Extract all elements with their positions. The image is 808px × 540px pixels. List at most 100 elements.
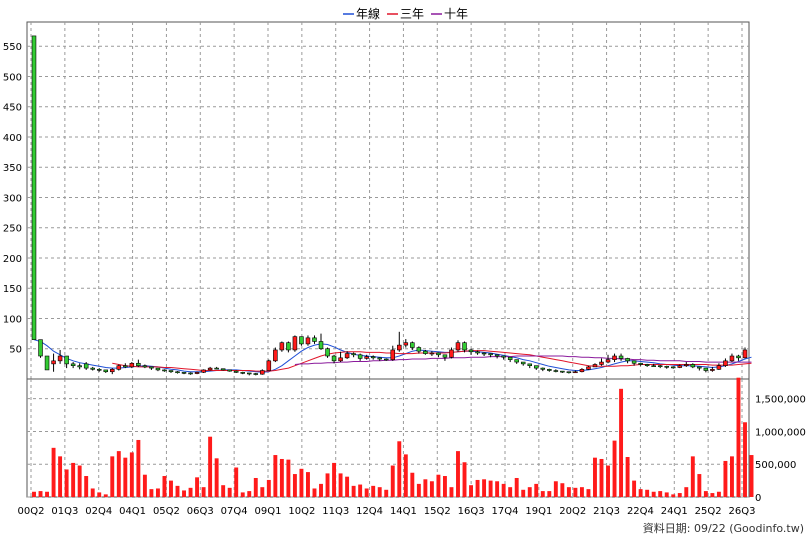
volume-bar bbox=[142, 474, 147, 497]
volume-bar bbox=[573, 487, 578, 497]
candle-up bbox=[631, 360, 637, 364]
volume-bars bbox=[32, 377, 754, 497]
x-tick-label: 20Q2 bbox=[559, 506, 586, 517]
candle-up bbox=[351, 353, 356, 356]
candle-up bbox=[540, 367, 546, 370]
volume-bar bbox=[632, 480, 637, 497]
volume-bar bbox=[658, 491, 663, 497]
candle-down bbox=[723, 360, 728, 366]
candle-up bbox=[423, 350, 428, 354]
price-y-tick-label: 500 bbox=[3, 72, 22, 83]
candle-up bbox=[247, 372, 252, 375]
candle-up bbox=[468, 349, 474, 353]
x-tick-label: 06Q3 bbox=[187, 506, 214, 517]
volume-bar bbox=[586, 489, 591, 497]
candle-down bbox=[292, 336, 298, 351]
ma-10y-line bbox=[294, 355, 752, 365]
candle-up bbox=[214, 367, 219, 370]
candle-up bbox=[123, 365, 128, 368]
volume-bar bbox=[625, 457, 630, 497]
candle-up bbox=[736, 355, 741, 359]
volume-bar bbox=[332, 462, 337, 497]
volume-bar bbox=[534, 483, 539, 497]
volume-bar bbox=[716, 491, 721, 497]
volume-bar bbox=[64, 469, 69, 497]
volume-y-tick-label: 500,000 bbox=[755, 460, 796, 471]
candle-up bbox=[83, 363, 89, 369]
volume-bar bbox=[697, 474, 702, 497]
candle-up bbox=[560, 370, 565, 373]
candle-down bbox=[279, 342, 285, 351]
x-tick-label: 24Q1 bbox=[661, 506, 688, 517]
candle-up bbox=[318, 341, 324, 350]
x-tick-label: 05Q2 bbox=[153, 506, 180, 517]
volume-bar bbox=[593, 457, 597, 497]
volume-bar bbox=[495, 481, 500, 497]
x-axis: 00Q2 01Q3 02Q4 04Q1 05Q2 06Q3 07Q4 09Q1 10Q2 11Q3… bbox=[18, 506, 756, 517]
data-date-credit: 資料日期: 09/22 (Goodinfo.tw) bbox=[643, 521, 804, 535]
candle-up bbox=[357, 354, 363, 359]
x-tick-label: 11Q3 bbox=[322, 506, 349, 517]
candle-up bbox=[462, 342, 467, 351]
volume-bar bbox=[501, 483, 506, 497]
candle-down bbox=[273, 349, 278, 362]
volume-bar bbox=[90, 488, 95, 497]
price-y-tick-label: 450 bbox=[3, 103, 22, 114]
candle-down bbox=[573, 371, 578, 374]
price-y-tick-label: 400 bbox=[3, 133, 22, 144]
candle-down bbox=[612, 355, 617, 360]
price-y-axis: 50 100 150 200 250 300 350 400 450 500 550 bbox=[3, 42, 22, 356]
volume-bar bbox=[384, 489, 389, 497]
x-tick-label: 21Q3 bbox=[593, 506, 620, 517]
candle-up bbox=[553, 370, 559, 372]
candle-down bbox=[338, 357, 343, 362]
candle-down bbox=[716, 365, 722, 370]
volume-bar bbox=[136, 439, 141, 497]
candle-up bbox=[547, 369, 552, 371]
legend-label-year: 年線 bbox=[356, 6, 380, 21]
volume-bar bbox=[266, 479, 271, 497]
candle-down bbox=[116, 365, 122, 370]
volume-bar bbox=[599, 458, 604, 497]
candle-up bbox=[436, 352, 441, 356]
volume-bar bbox=[469, 485, 473, 497]
volume-bar bbox=[651, 491, 656, 497]
candle-up bbox=[383, 358, 389, 361]
price-y-tick-label: 50 bbox=[9, 345, 22, 356]
volume-bar bbox=[488, 480, 493, 497]
volume-bar bbox=[32, 491, 36, 497]
volume-bar bbox=[703, 491, 708, 497]
x-tick-label: 16Q3 bbox=[458, 506, 485, 517]
volume-y-axis: 0 500,000 1,000,000 1,500,000 bbox=[755, 395, 806, 504]
volume-bar bbox=[51, 447, 56, 497]
candle-up bbox=[325, 348, 330, 357]
x-tick-label: 10Q2 bbox=[288, 506, 315, 517]
volume-bar bbox=[508, 487, 513, 497]
volume-bar bbox=[606, 465, 610, 497]
volume-bar bbox=[351, 485, 356, 497]
candle-up bbox=[527, 363, 533, 366]
volume-bar bbox=[188, 487, 193, 497]
x-tick-label: 01Q3 bbox=[51, 506, 78, 517]
candle-up bbox=[644, 364, 650, 366]
volume-bar bbox=[521, 489, 526, 497]
candle-up bbox=[501, 355, 506, 358]
candle-down bbox=[260, 370, 265, 375]
candle-up bbox=[70, 363, 76, 366]
volume-bar bbox=[201, 487, 206, 497]
price-y-tick-label: 100 bbox=[3, 314, 22, 325]
volume-bar bbox=[475, 479, 480, 497]
volume-bar bbox=[462, 462, 467, 497]
candle-up bbox=[38, 339, 43, 357]
volume-bar bbox=[45, 491, 50, 497]
volume-bar bbox=[566, 487, 571, 497]
candle-down bbox=[403, 342, 409, 346]
candle-up bbox=[651, 365, 656, 367]
volume-bar bbox=[116, 451, 121, 497]
candle-up bbox=[181, 372, 187, 374]
volume-bar bbox=[155, 488, 160, 497]
price-panel: 50 100 150 200 250 300 350 400 450 500 550 bbox=[3, 21, 752, 380]
x-tick-label: 00Q2 bbox=[18, 506, 45, 517]
volume-bar bbox=[397, 441, 402, 497]
candle-down bbox=[344, 353, 350, 359]
